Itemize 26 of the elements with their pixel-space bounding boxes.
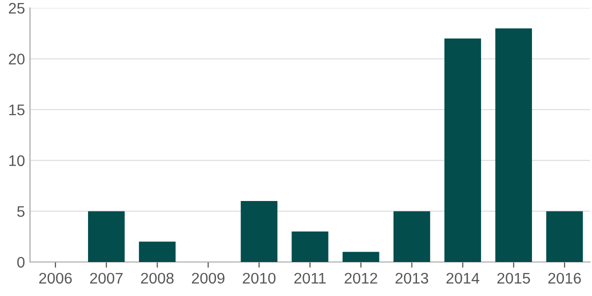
x-tick-label: 2014 bbox=[446, 272, 480, 284]
x-tick-label: 2012 bbox=[344, 272, 378, 284]
x-tick-label: 2013 bbox=[396, 272, 428, 284]
y-tick-label: 0 bbox=[17, 256, 25, 268]
bar bbox=[240, 201, 278, 262]
bar bbox=[393, 211, 430, 262]
y-tick-label: 5 bbox=[17, 206, 24, 217]
x-tick-label: 2009 bbox=[192, 272, 224, 284]
y-tick-label: 15 bbox=[9, 104, 24, 116]
x-tick-label: 2008 bbox=[141, 272, 174, 284]
y-tick-label: 25 bbox=[8, 2, 24, 14]
x-tick-label: 2015 bbox=[497, 272, 530, 284]
bar bbox=[546, 211, 583, 262]
bar bbox=[292, 232, 328, 262]
x-tick-label: 2006 bbox=[39, 272, 72, 284]
y-tick-label: 20 bbox=[8, 54, 25, 64]
x-tick-label: 2011 bbox=[294, 272, 326, 284]
x-tick-label: 2007 bbox=[90, 272, 123, 284]
bar bbox=[444, 38, 482, 262]
bar bbox=[342, 252, 380, 262]
y-tick-label: 10 bbox=[9, 155, 25, 166]
bar bbox=[88, 211, 125, 262]
x-tick-label: 2010 bbox=[242, 272, 276, 284]
x-tick-label: 2016 bbox=[548, 272, 581, 284]
bar bbox=[495, 28, 532, 262]
bar bbox=[138, 242, 176, 262]
